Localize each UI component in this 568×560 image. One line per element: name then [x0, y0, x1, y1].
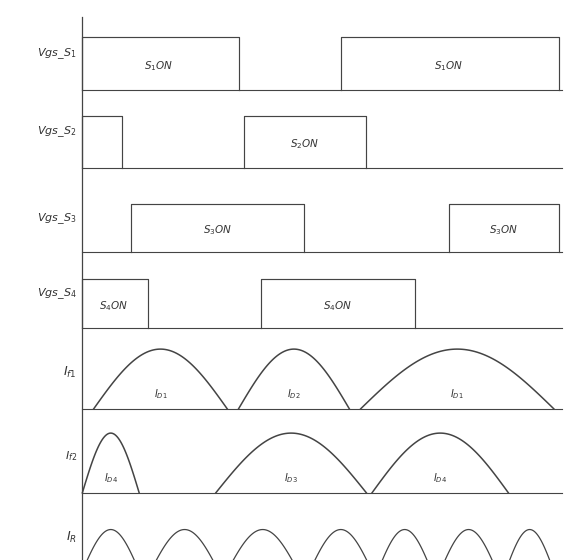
Text: $S_4ON$: $S_4ON$ [323, 299, 353, 312]
Text: $S_3ON$: $S_3ON$ [203, 223, 232, 237]
Text: $Vgs\_S_3$: $Vgs\_S_3$ [37, 211, 77, 226]
Text: $I_{D1}$: $I_{D1}$ [153, 387, 168, 401]
Text: $I_{f2}$: $I_{f2}$ [65, 450, 77, 463]
Text: $S_1ON$: $S_1ON$ [144, 59, 174, 73]
Text: $Vgs\_S_1$: $Vgs\_S_1$ [37, 46, 77, 60]
Text: $Vgs\_S_4$: $Vgs\_S_4$ [37, 287, 77, 301]
Text: $\mathbf{\mathit{I}}_{f1}$: $\mathbf{\mathit{I}}_{f1}$ [63, 365, 77, 380]
Text: $S_1ON$: $S_1ON$ [434, 59, 463, 73]
Text: $Vgs\_S_2$: $Vgs\_S_2$ [37, 124, 77, 139]
Text: $I_{D1}$: $I_{D1}$ [450, 387, 464, 401]
Text: $S_3ON$: $S_3ON$ [489, 223, 519, 237]
Text: $I_{D4}$: $I_{D4}$ [104, 471, 118, 485]
Text: $I_{D2}$: $I_{D2}$ [287, 387, 301, 401]
Text: $I_{D3}$: $I_{D3}$ [284, 471, 298, 485]
Text: $I_{D4}$: $I_{D4}$ [433, 471, 447, 485]
Text: $S_4ON$: $S_4ON$ [99, 299, 128, 312]
Text: $\mathbf{\mathit{I}}_R$: $\mathbf{\mathit{I}}_R$ [66, 530, 77, 545]
Text: $S_2ON$: $S_2ON$ [290, 138, 320, 151]
